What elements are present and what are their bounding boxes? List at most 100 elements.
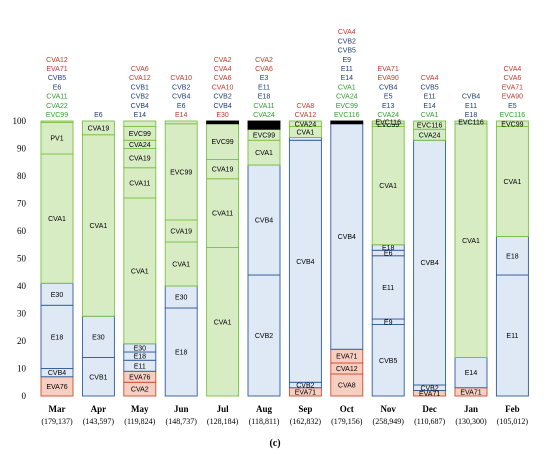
y-tick-label: 30 (17, 309, 27, 319)
month-label: May (131, 404, 149, 414)
month-label: Jul (217, 404, 230, 414)
month-label: Dec (422, 404, 437, 414)
segment-label: EVC99 (212, 139, 234, 146)
minor-label: CVB2 (131, 94, 149, 101)
y-tick-label: 60 (17, 226, 27, 236)
bar-segment (495, 120, 529, 127)
minor-label: CVB4 (172, 94, 190, 101)
minor-label: CVB2 (338, 38, 356, 45)
minor-label: CVA22 (46, 103, 68, 110)
segment-label: EVA76 (129, 374, 150, 381)
segment-label: E18 (134, 354, 147, 361)
bar-column-jul: CVA1 CVA11 CVA19 EVC99 (206, 120, 240, 397)
bar-column-mar: EVA76 CVB4 E18 E30 CVA1 PV1 (40, 120, 74, 397)
count-label: (130,300) (455, 417, 487, 426)
y-tick-label: 20 (17, 336, 27, 346)
segment-label: E30 (134, 345, 147, 352)
count-label: (119,824) (124, 417, 155, 426)
segment-label: EVA71 (419, 391, 440, 398)
y-tick-label: 80 (17, 171, 27, 181)
minor-label: EVA71 (46, 66, 67, 73)
minor-label: CVA11 (253, 103, 274, 110)
count-label: (162,832) (290, 417, 322, 426)
count-label: (105,012) (497, 417, 529, 426)
segment-label: CVB4 (338, 234, 356, 241)
minor-label: E6 (94, 112, 103, 119)
segment-label: CVA24 (295, 121, 317, 128)
bar-segment (413, 120, 447, 130)
minor-label: CVA24 (336, 94, 358, 101)
minor-label: E6 (53, 84, 62, 91)
bar-segment (206, 123, 240, 160)
bar-segment (247, 120, 281, 130)
minor-label: E11 (341, 66, 353, 73)
count-label: (110,687) (414, 417, 445, 426)
bar-column-oct: CVA8 CVA12 EVA71 CVB4 (330, 120, 364, 397)
minor-label: CVA8 (297, 103, 315, 110)
bar-segment (123, 120, 157, 127)
bar-segment (40, 153, 74, 284)
bar-column-may: CVA2 EVA76 E11 E18 E30 CVA1 CVA11 CVA19 CVA24 EVC… (123, 120, 157, 397)
segment-label: CVB5 (379, 358, 397, 365)
segment-label: CVA1 (462, 238, 480, 245)
segment-label: CVA19 (212, 167, 234, 174)
minor-label: CVB1 (131, 84, 149, 91)
minor-label: CVA2 (214, 57, 232, 64)
segment-label: E18 (51, 334, 64, 341)
bar-segment (413, 139, 447, 386)
minor-label: E11 (424, 94, 436, 101)
segment-label: CVA1 (172, 262, 190, 269)
minor-label: E11 (465, 103, 477, 110)
minor-label: CVB4 (379, 84, 397, 91)
bar-segment (330, 123, 364, 350)
segment-label: CVA19 (129, 156, 151, 163)
month-label: Aug (256, 404, 273, 414)
count-label: (258,949) (373, 417, 405, 426)
minor-label: EVC116 (334, 112, 360, 119)
minor-label: E14 (341, 75, 354, 82)
minor-label: E3 (260, 75, 269, 82)
segment-label: CVB4 (420, 260, 438, 267)
minor-label: CVB2 (213, 94, 231, 101)
segment-label: E11 (134, 363, 146, 370)
segment-label: E11 (382, 285, 394, 292)
minor-label: EVA71 (378, 66, 399, 73)
bar-segment (454, 357, 488, 389)
minor-label: E18 (465, 112, 478, 119)
minor-label: CVA6 (255, 66, 273, 73)
minor-label: CVA6 (504, 75, 522, 82)
minor-label: CVA24 (377, 112, 399, 119)
bar-segment (247, 164, 281, 276)
bar-segment (495, 236, 529, 276)
month-label: Nov (380, 404, 396, 414)
minor-label: CVA6 (214, 75, 232, 82)
segment-label: E18 (175, 350, 188, 357)
segment-label: EVA76 (46, 384, 67, 391)
minor-label: CVA4 (504, 66, 522, 73)
minor-label: EVA90 (378, 75, 399, 82)
minor-label: CVA2 (255, 57, 273, 64)
minor-label: CVB2 (172, 84, 190, 91)
segment-label: E11 (506, 333, 518, 340)
minor-label: CVA10 (212, 84, 234, 91)
segment-label: CVB1 (89, 374, 107, 381)
count-label: (143,597) (83, 417, 115, 426)
segment-label: E6 (384, 251, 393, 258)
segment-label: E30 (92, 334, 105, 341)
minor-labels: EVC99 CVA22 CVA11 E6 CVB5 EVA71 CVA12 E6 E14 CVB4… (46, 29, 525, 119)
minor-label: E18 (258, 94, 271, 101)
y-tick-label: 10 (17, 364, 27, 374)
bar-column-jun: E18 E30 CVA1 CVA19 EVC99 (164, 120, 198, 397)
segment-label: E30 (51, 292, 64, 299)
bar-segment (454, 120, 488, 125)
month-label: Sep (298, 404, 312, 414)
minor-label: E13 (382, 103, 395, 110)
bar-segment (81, 120, 115, 136)
segment-label: CVA11 (129, 180, 150, 187)
bar-segment (330, 120, 364, 125)
bar-segment (206, 247, 240, 397)
segment-label: CVB4 (255, 218, 273, 225)
segment-label: CVB2 (296, 383, 314, 390)
